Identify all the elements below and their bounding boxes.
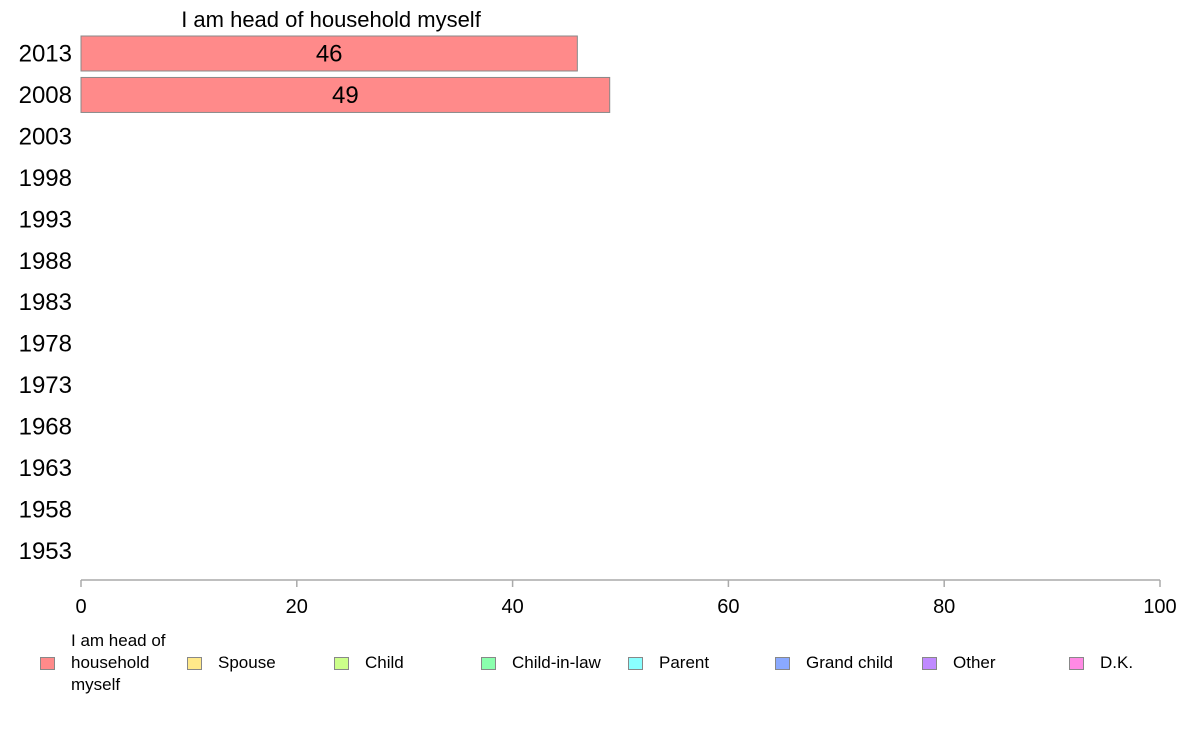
- legend-item: Other: [922, 630, 996, 674]
- x-tick-label: 60: [717, 596, 739, 618]
- legend-swatch: [481, 657, 496, 670]
- bar: [80, 76, 611, 113]
- category-label: 2003: [19, 123, 72, 150]
- x-tick-label: 100: [1143, 596, 1176, 618]
- legend-item: Parent: [628, 630, 709, 674]
- legend-swatch: [187, 657, 202, 670]
- bar-value-label: 49: [332, 82, 359, 109]
- category-label: 1973: [19, 372, 72, 399]
- legend-swatch: [334, 657, 349, 670]
- bar-value-label: 46: [316, 41, 343, 68]
- legend-label: Spouse: [218, 653, 276, 672]
- x-tick-label: 20: [286, 596, 308, 618]
- bar: [80, 35, 578, 72]
- legend-item: Spouse: [187, 630, 276, 674]
- x-axis: 0 20 40 60 80 100: [75, 579, 1177, 618]
- legend-label: D.K.: [1100, 653, 1134, 672]
- legend-swatch: [40, 657, 55, 670]
- legend-label: Parent: [659, 653, 710, 672]
- legend-item: Child-in-law: [481, 630, 601, 674]
- legend-swatch: [628, 657, 643, 670]
- legend-label: Other: [953, 653, 996, 672]
- legend-item: Child: [334, 630, 404, 674]
- category-label: 1993: [19, 206, 72, 233]
- stacked-bar-chart: I am head of household myself 2013200820…: [19, 7, 1177, 618]
- legend-swatch: [922, 657, 937, 670]
- legend-swatch: [1069, 657, 1084, 670]
- x-tick-label: 80: [933, 596, 955, 618]
- x-tick-label: 40: [501, 596, 523, 618]
- category-label: 1963: [19, 455, 72, 482]
- bars: 46 49: [80, 35, 611, 113]
- category-label: 1958: [19, 496, 72, 523]
- x-tick-label: 0: [75, 596, 86, 618]
- legend-item: I am head of household myself: [40, 630, 181, 696]
- legend-label: Grand child: [806, 653, 893, 672]
- category-label: 2013: [19, 41, 72, 68]
- legend-item: Grand child: [775, 630, 893, 674]
- legend-item: D.K.: [1069, 630, 1133, 674]
- category-label: 1978: [19, 331, 72, 358]
- legend-swatch: [775, 657, 790, 670]
- legend-label: I am head of household myself: [71, 631, 166, 694]
- legend-label: Child: [365, 653, 404, 672]
- category-label: 2008: [19, 82, 72, 109]
- legend: I am head of household myself Spouse Child…: [0, 630, 1188, 700]
- category-label: 1988: [19, 248, 72, 275]
- category-label: 1968: [19, 414, 72, 441]
- panel-title: I am head of household myself: [181, 7, 482, 32]
- category-labels: 2013 2008 2003 1998 1993 1988 1983 1978 1973 1968…: [19, 41, 72, 565]
- legend-label: Child-in-law: [512, 653, 601, 672]
- category-label: 1998: [19, 165, 72, 192]
- category-label: 1953: [19, 538, 72, 565]
- category-label: 1983: [19, 289, 72, 316]
